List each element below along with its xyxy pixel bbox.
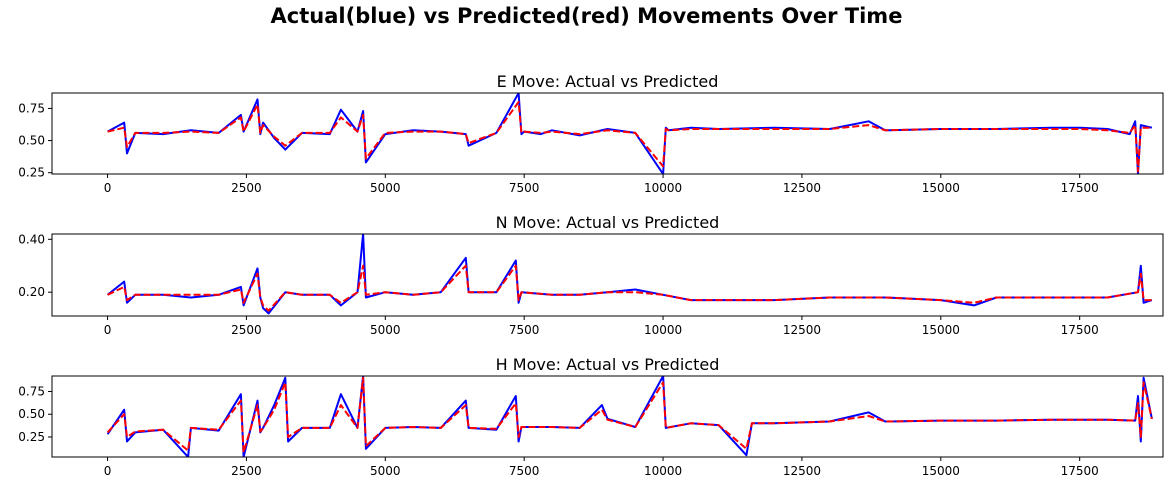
subplot-title: E Move: Actual vs Predicted (497, 72, 719, 91)
y-tick-label: 0.50 (18, 134, 45, 148)
y-tick-label: 0.50 (18, 407, 45, 421)
axes-frame (51, 92, 1164, 175)
x-tick-label: 0 (104, 181, 112, 195)
actual-series-line (106, 376, 1153, 457)
x-tick-label: 2500 (231, 464, 262, 478)
axes-frame (51, 375, 1164, 458)
plot-area (107, 93, 1153, 174)
x-tick-label: 5000 (370, 181, 401, 195)
y-tick-label: 0.75 (18, 101, 45, 115)
x-tick-label: 10000 (644, 323, 682, 337)
x-tick-label: 5000 (370, 464, 401, 478)
x-tick-label: 15000 (922, 181, 960, 195)
x-tick-label: 10000 (644, 181, 682, 195)
y-tick-label: 0.25 (18, 430, 45, 444)
subplot-title: N Move: Actual vs Predicted (496, 213, 720, 232)
x-tick-label: 12500 (783, 323, 821, 337)
y-tick-label: 0.25 (18, 166, 45, 180)
plot-area (106, 234, 1153, 315)
predicted-series-line (106, 376, 1153, 454)
figure-title: Actual(blue) vs Predicted(red) Movements… (270, 4, 903, 28)
x-tick-label: 2500 (231, 323, 262, 337)
x-tick-label: 7500 (509, 323, 540, 337)
axes-frame (51, 233, 1164, 317)
x-tick-label: 12500 (783, 181, 821, 195)
h-move-subplot: H Move: Actual vs Predicted 0 2500 5000 7500… (18, 355, 1164, 478)
actual-series-line (106, 234, 1153, 315)
x-tick-label: 12500 (783, 464, 821, 478)
x-tick-label: 0 (104, 323, 112, 337)
x-tick-label: 7500 (509, 181, 540, 195)
y-tick-label: 0.40 (18, 232, 45, 246)
subplot-title: H Move: Actual vs Predicted (496, 355, 720, 374)
x-tick-label: 5000 (370, 323, 401, 337)
y-tick-label: 0.20 (18, 285, 45, 299)
x-tick-label: 17500 (1061, 464, 1099, 478)
plot-area (106, 376, 1153, 457)
x-tick-label: 15000 (922, 323, 960, 337)
e-move-subplot: E Move: Actual vs Predicted 0 2500 5000 7500… (18, 72, 1164, 195)
actual-series-line (107, 93, 1153, 174)
x-tick-label: 15000 (922, 464, 960, 478)
x-tick-label: 17500 (1061, 181, 1099, 195)
x-tick-label: 0 (104, 464, 112, 478)
n-move-subplot: N Move: Actual vs Predicted 0 2500 5000 7500… (18, 213, 1164, 337)
x-tick-label: 10000 (644, 464, 682, 478)
predicted-series-line (107, 264, 1152, 312)
x-tick-label: 17500 (1061, 323, 1099, 337)
predicted-series-line (107, 101, 1152, 173)
x-tick-label: 2500 (231, 181, 262, 195)
y-tick-label: 0.75 (18, 384, 45, 398)
x-tick-label: 7500 (509, 464, 540, 478)
